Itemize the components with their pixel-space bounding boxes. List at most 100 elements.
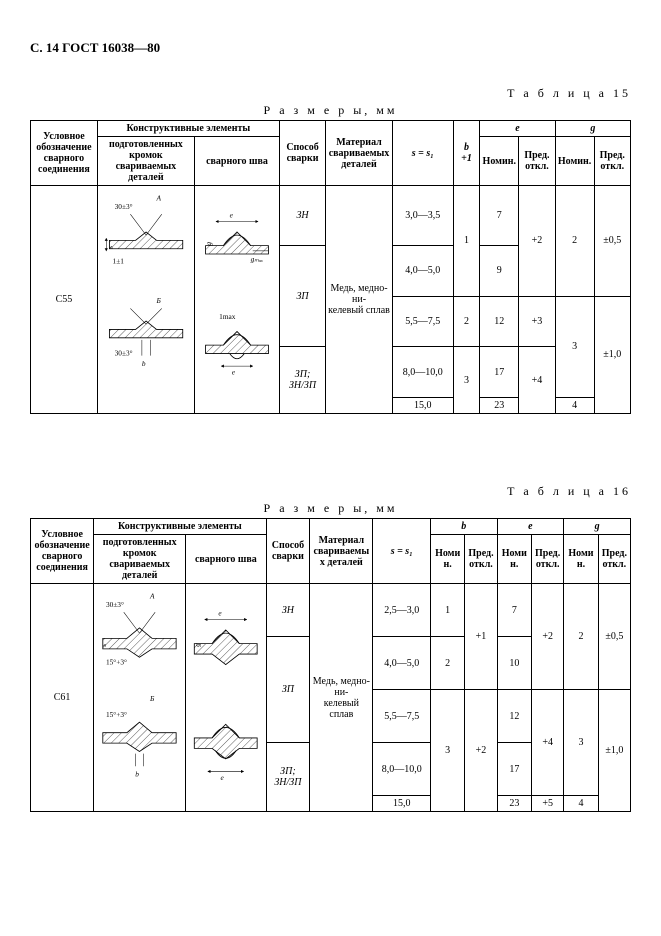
method-3: ЗП; ЗН/ЗП xyxy=(266,743,310,812)
col-g-nom: Номин. xyxy=(564,535,598,584)
s5: 15,0 xyxy=(392,398,453,414)
e2: 9 xyxy=(480,246,519,297)
method-1: ЗН xyxy=(266,584,310,637)
svg-text:e: e xyxy=(219,608,223,617)
col-g: g xyxy=(564,519,631,535)
col-e-dev: Пред. откл. xyxy=(519,137,555,186)
s1: 2,5—3,0 xyxy=(373,584,430,637)
svg-text:b: b xyxy=(135,770,139,779)
svg-text:b: b xyxy=(142,359,146,368)
ed5: +5 xyxy=(532,796,564,812)
ed4: +4 xyxy=(519,347,555,414)
method-1: ЗН xyxy=(279,186,325,246)
joint-c55: С55 xyxy=(31,186,98,414)
bd2: +1 xyxy=(465,584,497,690)
s3: 5,5—7,5 xyxy=(392,296,453,347)
diagram-prep-c55: А 30±3° s 1±1 Б 30±3° b xyxy=(97,186,194,414)
material: Медь, медно-ни- келевый сплав xyxy=(310,584,373,812)
g3: 3 xyxy=(564,690,598,796)
svg-text:1max: 1max xyxy=(219,312,236,321)
s3: 5,5—7,5 xyxy=(373,690,430,743)
svg-text:s: s xyxy=(99,644,108,647)
svg-text:15°+3°: 15°+3° xyxy=(106,710,127,719)
b1: 1 xyxy=(453,186,480,297)
s2: 4,0—5,0 xyxy=(392,246,453,297)
diagram-weld-c55: e gₘₐₓ g 1max e xyxy=(194,186,279,414)
col-b: b xyxy=(430,519,497,535)
col-constr: Конструктивные элементы xyxy=(97,121,279,137)
e1: 7 xyxy=(480,186,519,246)
material: Медь, медно-ни- келевый сплав xyxy=(326,186,393,414)
svg-text:30±3°: 30±3° xyxy=(114,349,132,358)
g5: 4 xyxy=(564,796,598,812)
g1: 2 xyxy=(564,584,598,690)
diagram-weld-c61: e g e xyxy=(186,584,266,812)
col-e-dev: Пред. откл. xyxy=(532,535,564,584)
col-g-nom: Номин. xyxy=(555,137,594,186)
e1: 7 xyxy=(497,584,531,637)
method-3: ЗП; ЗН/ЗП xyxy=(279,347,325,414)
col-weld: сварного шва xyxy=(186,535,266,584)
table-16-label: Т а б л и ц а 16 xyxy=(30,484,631,499)
ed2: +3 xyxy=(519,296,555,347)
b1: 1 xyxy=(430,584,464,637)
svg-text:g: g xyxy=(204,242,213,246)
svg-text:15°+3°: 15°+3° xyxy=(106,658,127,667)
bd4: +2 xyxy=(465,690,497,812)
s1: 3,0—3,5 xyxy=(392,186,453,246)
svg-text:А: А xyxy=(155,194,161,203)
col-prep: подготовленных кромок свариваемых детале… xyxy=(97,137,194,186)
s4: 8,0—10,0 xyxy=(392,347,453,398)
b4: 3 xyxy=(453,347,480,414)
table-15: Условное обозначение сварного соединения… xyxy=(30,120,631,414)
svg-text:30±3°: 30±3° xyxy=(106,600,124,609)
b2: 2 xyxy=(430,637,464,690)
b4: 3 xyxy=(430,690,464,812)
col-e-nom: Номин. xyxy=(497,535,531,584)
svg-text:Б: Б xyxy=(149,694,155,703)
col-constr: Конструктивные элементы xyxy=(94,519,266,535)
col-e-nom: Номин. xyxy=(480,137,519,186)
col-g-dev: Пред. откл. xyxy=(598,535,630,584)
svg-text:e: e xyxy=(221,773,225,782)
page-header: С. 14 ГОСТ 16038—80 xyxy=(30,40,631,56)
e3: 12 xyxy=(497,690,531,743)
e2: 10 xyxy=(497,637,531,690)
dimensions-label-16: Р а з м е р ы, мм xyxy=(30,501,631,516)
col-joint: Условное обозначение сварного соединения xyxy=(31,519,94,584)
col-b-nom: Номин. xyxy=(430,535,464,584)
col-joint: Условное обозначение сварного соединения xyxy=(31,121,98,186)
col-b-dev: Пред. откл. xyxy=(465,535,497,584)
svg-text:А: А xyxy=(149,592,155,601)
svg-text:g: g xyxy=(193,643,202,647)
s4: 8,0—10,0 xyxy=(373,743,430,796)
g1: 2 xyxy=(555,186,594,297)
svg-text:e: e xyxy=(230,210,234,219)
g5: 4 xyxy=(555,398,594,414)
e4: 17 xyxy=(497,743,531,796)
s5: 15,0 xyxy=(373,796,430,812)
ed1: +2 xyxy=(532,584,564,690)
dimensions-label-15: Р а з м е р ы, мм xyxy=(30,103,631,118)
ed3: +4 xyxy=(532,690,564,796)
e3: 12 xyxy=(480,296,519,347)
col-material: Материал свариваемых деталей xyxy=(326,121,393,186)
col-e: e xyxy=(497,519,564,535)
col-b: b +1 xyxy=(453,121,480,186)
col-prep: подготовленных кромок свариваемых детале… xyxy=(94,535,186,584)
svg-text:e: e xyxy=(232,367,236,376)
svg-text:s: s xyxy=(105,246,114,249)
gd4: ±1,0 xyxy=(598,690,630,812)
method-2: ЗП xyxy=(279,246,325,347)
g3: 3 xyxy=(555,296,594,397)
table-16: Условное обозначение сварного соединения… xyxy=(30,518,631,812)
gd4: ±1,0 xyxy=(594,296,630,413)
svg-text:1±1: 1±1 xyxy=(112,256,124,265)
svg-text:Б: Б xyxy=(155,296,161,305)
diagram-prep-c61: А 30±3° 15°+3° s Б 15°+3° b xyxy=(94,584,186,812)
table-15-label: Т а б л и ц а 15 xyxy=(30,86,631,101)
ed1: +2 xyxy=(519,186,555,297)
col-g-dev: Пред. откл. xyxy=(594,137,630,186)
method-2: ЗП xyxy=(266,637,310,743)
col-s: s = s₁ xyxy=(392,121,453,186)
